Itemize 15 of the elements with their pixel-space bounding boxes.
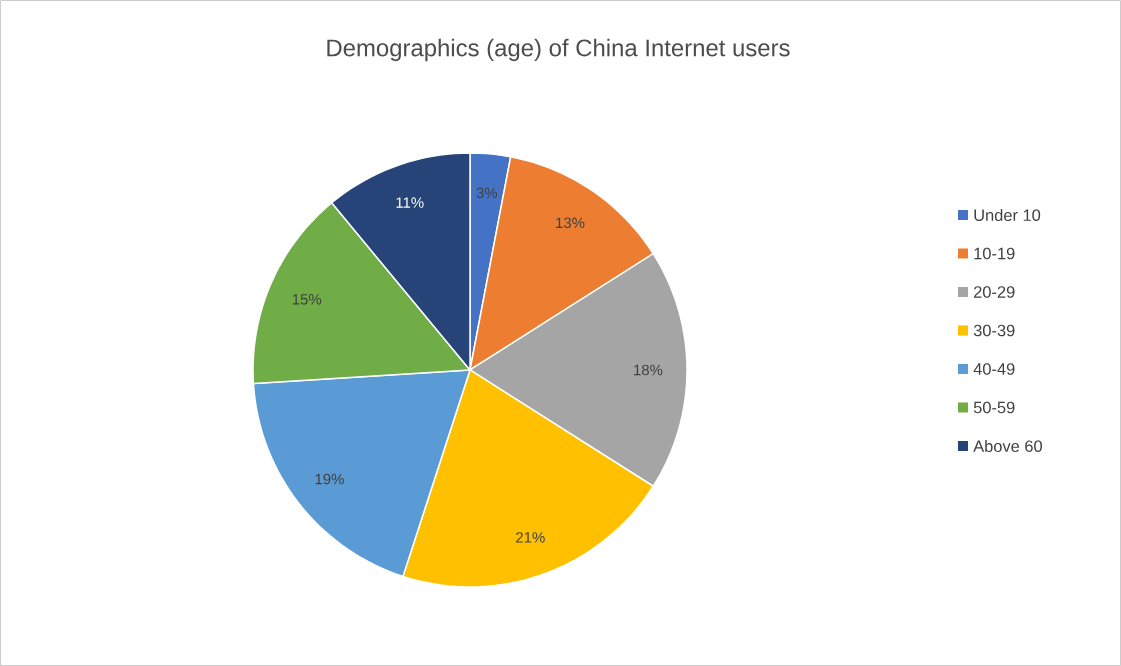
- chart-title: Demographics (age) of China Internet users: [327, 38, 790, 62]
- legend-label: 40-49: [973, 363, 1015, 375]
- legend-label: 30-39: [973, 324, 1015, 337]
- data-label: 3%: [476, 187, 498, 199]
- data-label: 11%: [396, 197, 424, 208]
- data-label: 21%: [516, 532, 545, 543]
- legend-label: Under 10: [974, 208, 1041, 222]
- legend-label: 10-19: [974, 247, 1015, 260]
- data-label: 15%: [292, 294, 322, 305]
- data-label: 13%: [556, 217, 585, 229]
- legend-label: Above 60: [973, 439, 1042, 453]
- legend-label: 20-29: [974, 286, 1015, 298]
- data-label: 18%: [634, 364, 663, 376]
- legend-label: 50-59: [973, 401, 1015, 414]
- data-label: 19%: [315, 473, 344, 485]
